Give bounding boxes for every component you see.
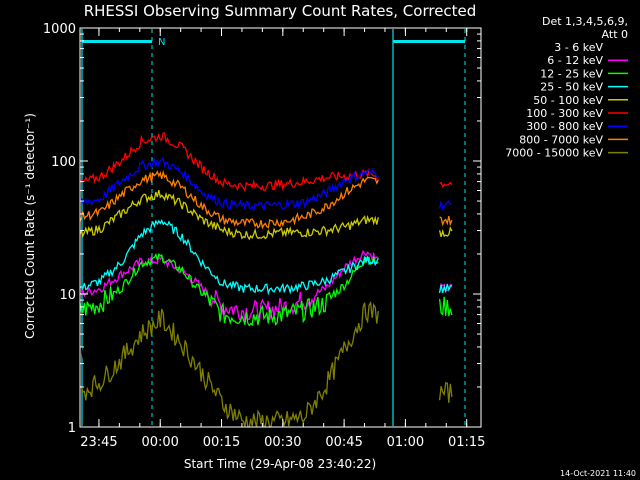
series-line-3-6-kev <box>79 259 379 368</box>
legend-entry-label: 800 - 7000 keV <box>519 133 603 146</box>
tick-labels-layer: 1 10 100 1000 23:45 00:00 00:15 00:30 00:45 01:00… <box>43 22 486 450</box>
y-tick-label: 1 <box>68 421 76 436</box>
series-line-7000-15000-kev <box>79 300 379 429</box>
chart-title: RHESSI Observing Summary Count Rates, Co… <box>84 2 477 20</box>
legend-entry-label: 12 - 25 keV <box>540 67 603 80</box>
series-layer <box>79 132 453 429</box>
series-line-100-300-kev <box>79 132 379 193</box>
x-tick-label: 00:45 <box>325 435 362 450</box>
y-tick-label: 1000 <box>43 22 76 37</box>
series-line-12-25-kev <box>79 252 379 327</box>
series-line-300-800-kev <box>79 156 379 212</box>
series-line-25-50-kev <box>79 218 379 296</box>
series-line-50-100-kev <box>438 226 453 238</box>
series-line-800-7000-kev <box>79 169 379 230</box>
x-tick-label: 00:00 <box>141 435 178 450</box>
series-line-3-6-kev <box>438 331 453 351</box>
x-tick-label: 23:45 <box>80 435 117 450</box>
y-tick-label: 100 <box>51 155 76 170</box>
series-line-6-12-kev <box>79 249 379 323</box>
night-bar <box>82 40 152 43</box>
saa-marker-label: N <box>158 37 165 48</box>
legend-entry-label: 50 - 100 keV <box>533 94 603 107</box>
x-tick-label: 00:15 <box>203 435 240 450</box>
series-line-800-7000-kev <box>439 215 453 227</box>
plot-frame <box>79 27 482 428</box>
x-tick-label: 01:00 <box>387 435 424 450</box>
x-axis-label: Start Time (29-Apr-08 23:40:22) <box>184 457 376 471</box>
legend-header-line-1: Det 1,3,4,5,6,9, <box>542 15 628 28</box>
legend-entry-label: 3 - 6 keV <box>554 41 603 54</box>
legend-entry-label: 100 - 300 keV <box>526 107 603 120</box>
legend-entry-label: 25 - 50 keV <box>540 81 603 94</box>
series-line-50-100-kev <box>79 189 379 241</box>
y-tick-label: 10 <box>59 288 76 303</box>
timestamp: 14-Oct-2021 11:40 <box>560 469 636 478</box>
legend-header-line-2: Att 0 <box>602 28 628 41</box>
legend-entry-label: 300 - 800 keV <box>526 120 603 133</box>
x-tick-label: 01:15 <box>448 435 485 450</box>
series-line-7000-15000-kev <box>438 382 453 403</box>
legend-entry-label: 7000 - 15000 keV <box>505 147 603 160</box>
night-bar <box>393 40 465 43</box>
x-tick-label: 00:30 <box>264 435 301 450</box>
series-line-300-800-kev <box>438 200 452 211</box>
series-line-25-50-kev <box>438 283 453 294</box>
event-markers-layer <box>81 29 466 426</box>
legend-entry-label: 6 - 12 keV <box>547 54 603 67</box>
axes-layer <box>79 27 482 428</box>
series-line-100-300-kev <box>439 181 453 189</box>
y-axis-label: Corrected Count Rate (s⁻¹ detector⁻¹) <box>23 113 37 339</box>
series-line-12-25-kev <box>438 296 453 317</box>
